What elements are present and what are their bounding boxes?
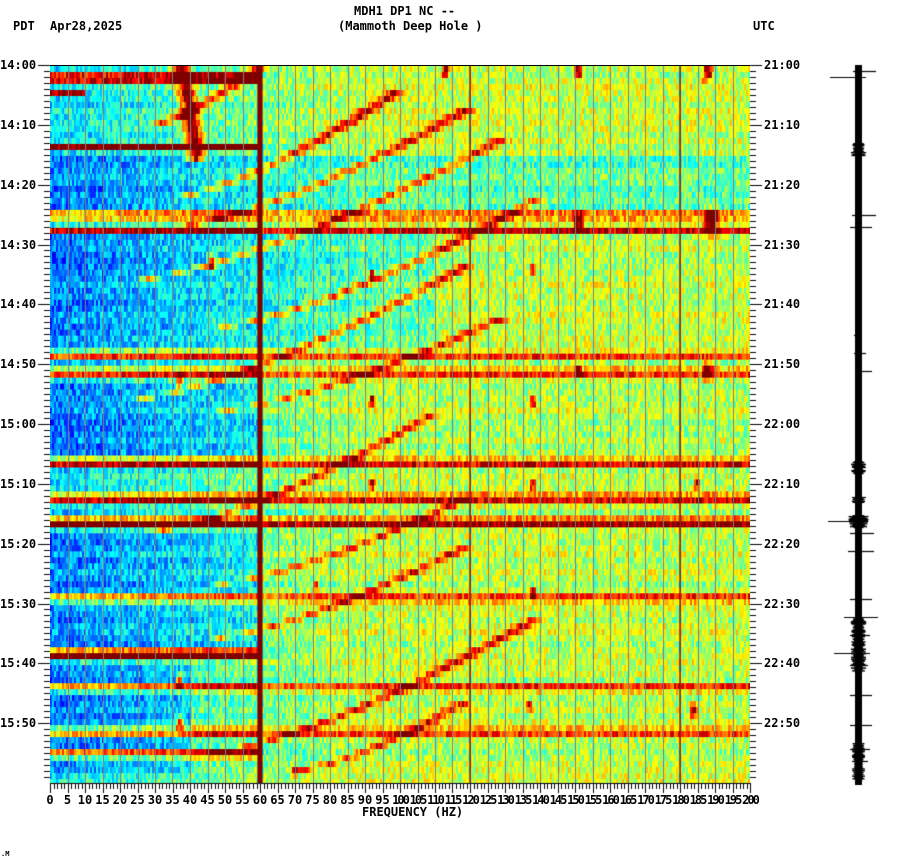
x-tick-label: 55 [235, 793, 250, 807]
y-tick-label-right: 21:40 [764, 297, 801, 312]
x-tick-label: 10 [77, 793, 93, 807]
y-tick-label-left: 14:20 [0, 177, 37, 192]
left-timezone-label: PDT [13, 19, 35, 33]
x-tick-label: 160 [602, 793, 620, 807]
x-tick-label: 40 [182, 793, 198, 807]
y-tick-label-right: 21:50 [764, 357, 801, 372]
y-tick-label-left: 15:40 [0, 656, 37, 671]
x-axis-title: FREQUENCY (HZ) [362, 805, 464, 819]
y-tick-label-left: 14:00 [0, 58, 37, 72]
x-tick-label: 190 [707, 793, 725, 807]
station-title: MDH1 DP1 NC -- [354, 4, 456, 18]
x-tick-label: 120 [462, 793, 480, 807]
x-tick-label: 135 [514, 793, 533, 807]
x-tick-label: 0 [46, 793, 54, 807]
y-tick-label-right: 22:20 [764, 536, 801, 551]
x-tick-label: 140 [532, 793, 550, 807]
x-tick-label: 105 [409, 793, 428, 807]
y-tick-label-right: 21:30 [764, 237, 801, 252]
x-tick-label: 15 [95, 793, 110, 807]
x-tick-label: 175 [654, 793, 673, 807]
y-tick-label-right: 21:10 [764, 117, 801, 132]
corner-mark: .M [1, 850, 10, 858]
x-tick-label: 145 [549, 793, 568, 807]
x-tick-label: 35 [165, 793, 180, 807]
y-tick-label-right: 22:30 [764, 596, 801, 611]
y-tick-label-left: 15:00 [0, 417, 37, 431]
y-tick-label-right: 22:40 [764, 656, 801, 671]
y-tick-label-right: 21:20 [764, 177, 801, 192]
station-subtitle: (Mammoth Deep Hole ) [338, 19, 483, 33]
y-tick-label-left: 15:50 [0, 716, 37, 731]
x-tick-label: 155 [584, 793, 603, 807]
y-tick-label-left: 15:20 [0, 536, 37, 551]
x-tick-label: 185 [689, 793, 708, 807]
y-tick-label-left: 14:10 [0, 117, 37, 132]
x-tick-label: 5 [63, 793, 72, 807]
y-tick-label-left: 15:10 [0, 476, 37, 491]
y-tick-label-left: 14:30 [0, 237, 37, 252]
x-tick-label: 150 [567, 793, 585, 807]
x-tick-label: 20 [112, 793, 128, 807]
x-tick-label: 65 [270, 793, 285, 807]
y-tick-label-left: 15:30 [0, 596, 37, 611]
x-tick-label: 50 [217, 793, 233, 807]
x-tick-label: 195 [724, 793, 743, 807]
x-tick-label: 130 [497, 793, 515, 807]
x-tick-label: 170 [637, 793, 655, 807]
x-tick-label: 25 [130, 793, 145, 807]
right-timezone-label: UTC [753, 19, 775, 33]
x-tick-label: 30 [147, 793, 163, 807]
x-tick-label: 115 [444, 793, 463, 807]
x-tick-label: 95 [375, 793, 390, 807]
spectrogram-plot [50, 65, 750, 783]
x-tick-label: 45 [200, 793, 215, 807]
x-tick-label: 60 [252, 793, 268, 807]
x-tick-label: 85 [340, 793, 355, 807]
y-tick-label-right: 22:50 [764, 716, 801, 731]
x-tick-label: 100 [392, 793, 410, 807]
x-tick-label: 165 [619, 793, 638, 807]
date-label: Apr28,2025 [50, 19, 123, 33]
x-tick-label: 70 [287, 793, 303, 807]
y-tick-label-right: 22:10 [764, 476, 801, 491]
y-tick-label-right: 21:00 [764, 58, 801, 72]
y-tick-label-right: 22:00 [764, 417, 801, 431]
y-tick-label-left: 14:40 [0, 297, 37, 312]
x-tick-label: 75 [305, 793, 320, 807]
x-tick-label: 125 [479, 793, 498, 807]
x-tick-label: 90 [357, 793, 373, 807]
x-tick-label: 80 [322, 793, 338, 807]
y-tick-label-left: 14:50 [0, 357, 37, 372]
x-tick-label: 180 [672, 793, 690, 807]
x-tick-label: 110 [427, 793, 445, 807]
seismogram-trace [820, 60, 890, 790]
x-tick-label: 200 [742, 793, 760, 807]
